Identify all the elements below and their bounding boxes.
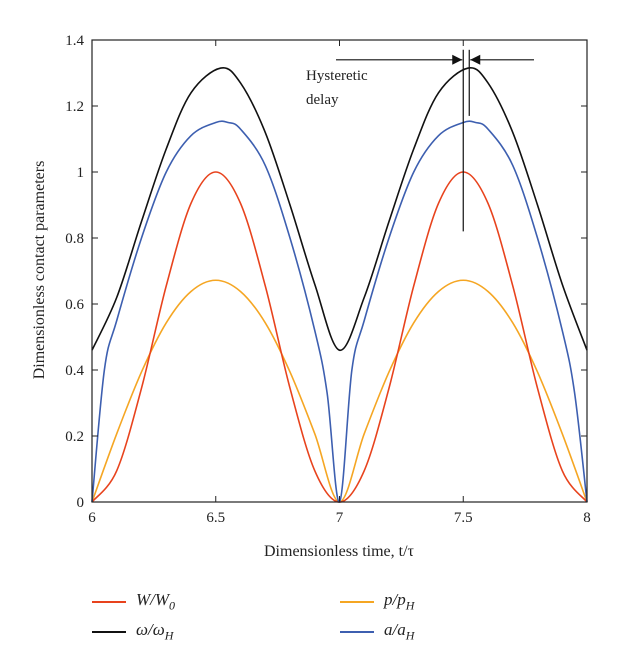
x-tick-label: 6 bbox=[88, 510, 96, 526]
y-tick-label: 0.2 bbox=[65, 429, 84, 445]
series-a-ah bbox=[91, 120, 588, 503]
plot-area bbox=[91, 66, 588, 503]
y-tick-label: 0.4 bbox=[65, 363, 84, 379]
y-tick-label: 0.6 bbox=[65, 297, 84, 313]
x-tick-label: 8 bbox=[583, 510, 591, 526]
series-w-w0 bbox=[91, 171, 588, 503]
x-tick-label: 6.5 bbox=[206, 510, 225, 526]
x-tick-label: 7 bbox=[336, 510, 344, 526]
delay-arrowhead-right bbox=[470, 54, 481, 65]
plot-frame bbox=[91, 39, 588, 503]
y-axis-label: Dimensionless contact parameters bbox=[31, 161, 48, 380]
annotation-line-2: delay bbox=[306, 92, 339, 108]
x-tick-label: 7.5 bbox=[454, 510, 473, 526]
y-tick-label: 1.4 bbox=[65, 33, 84, 49]
series-omega bbox=[91, 66, 588, 351]
hysteretic-delay-annotation: Hysteretic delay bbox=[306, 49, 534, 232]
axes: 6 6.5 7 7.5 8 0 0.2 0.4 0.6 0.8 1 1.2 1.4 bbox=[65, 33, 591, 526]
y-tick-label: 1.2 bbox=[65, 99, 84, 115]
series-p-ph bbox=[91, 279, 588, 503]
y-tick-label: 1 bbox=[77, 165, 85, 181]
y-tick-label: 0.8 bbox=[65, 231, 84, 247]
annotation-line-1: Hysteretic bbox=[306, 68, 368, 84]
y-tick-label: 0 bbox=[77, 495, 85, 511]
delay-arrowhead-left bbox=[452, 54, 463, 65]
x-axis-label: Dimensionless time, t/τ bbox=[264, 543, 415, 560]
